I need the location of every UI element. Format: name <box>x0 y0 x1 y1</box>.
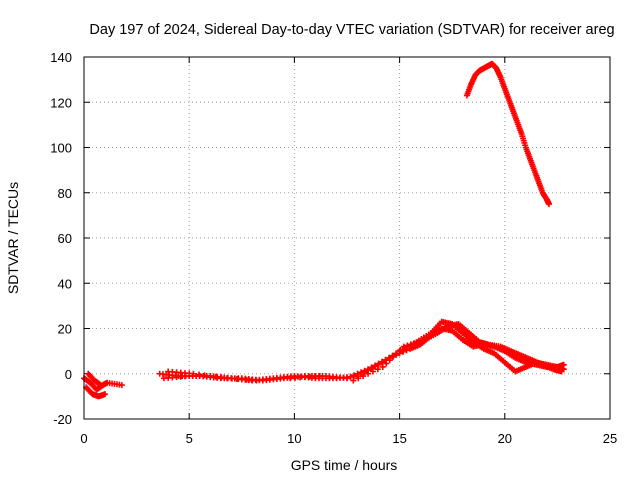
y-tick-label: 80 <box>58 186 72 201</box>
y-tick-label: 100 <box>50 141 72 156</box>
x-tick-label: 10 <box>287 431 301 446</box>
data-point <box>379 363 386 370</box>
data-point <box>253 377 260 384</box>
data-point <box>368 365 375 372</box>
data-point <box>404 342 411 349</box>
plot-frame <box>83 56 611 420</box>
data-point <box>196 371 203 378</box>
x-tick-label: 20 <box>498 431 512 446</box>
data-point <box>316 373 323 380</box>
y-axis-ticks: -20 0 20 40 60 80 100 120 140 <box>50 50 610 427</box>
data-point <box>386 357 393 364</box>
data-point <box>218 374 225 381</box>
grid-lines <box>84 57 610 419</box>
data-point <box>393 350 400 357</box>
data-point <box>369 368 376 375</box>
y-tick-label: 60 <box>58 231 72 246</box>
y-axis-label: SDTVAR / TECUs <box>5 182 21 294</box>
y-tick-label: -20 <box>53 412 72 427</box>
data-point <box>97 382 104 389</box>
data-point <box>355 375 362 382</box>
y-tick-label: 0 <box>65 367 72 382</box>
data-point <box>201 372 208 379</box>
series-areg-c <box>85 320 565 389</box>
data-point <box>190 370 197 377</box>
data-point <box>118 382 125 389</box>
data-point <box>418 337 425 344</box>
y-tick-label: 40 <box>58 276 72 291</box>
series-areg-d <box>463 60 552 208</box>
data-point <box>411 340 418 347</box>
data-point <box>545 201 552 208</box>
y-tick-label: 120 <box>50 95 72 110</box>
y-tick-label: 20 <box>58 322 72 337</box>
data-point <box>374 366 381 373</box>
data-point <box>558 368 565 375</box>
x-tick-label: 15 <box>392 431 406 446</box>
data-point <box>390 353 397 360</box>
data-point <box>360 373 367 380</box>
data-point <box>397 346 404 353</box>
data-point <box>102 391 109 398</box>
x-axis-ticks: 0 5 10 15 20 25 <box>80 57 617 446</box>
data-point <box>207 373 214 380</box>
data-point <box>560 361 567 368</box>
data-point <box>400 343 407 350</box>
y-tick-label: 140 <box>50 50 72 65</box>
data-point <box>407 341 414 348</box>
data-point <box>361 369 368 376</box>
data-point <box>414 339 421 346</box>
data-point <box>350 377 357 384</box>
x-axis-label: GPS time / hours <box>291 457 398 473</box>
x-tick-label: 25 <box>603 431 617 446</box>
data-point <box>365 370 372 377</box>
series-areg-b <box>83 318 567 400</box>
data-point <box>212 373 219 380</box>
data-marks <box>81 60 567 400</box>
series-areg-a <box>81 325 567 393</box>
x-tick-label: 5 <box>186 431 193 446</box>
x-tick-label: 0 <box>80 431 87 446</box>
data-point <box>383 360 390 367</box>
chart-title: Day 197 of 2024, Sidereal Day-to-day VTE… <box>89 22 614 38</box>
